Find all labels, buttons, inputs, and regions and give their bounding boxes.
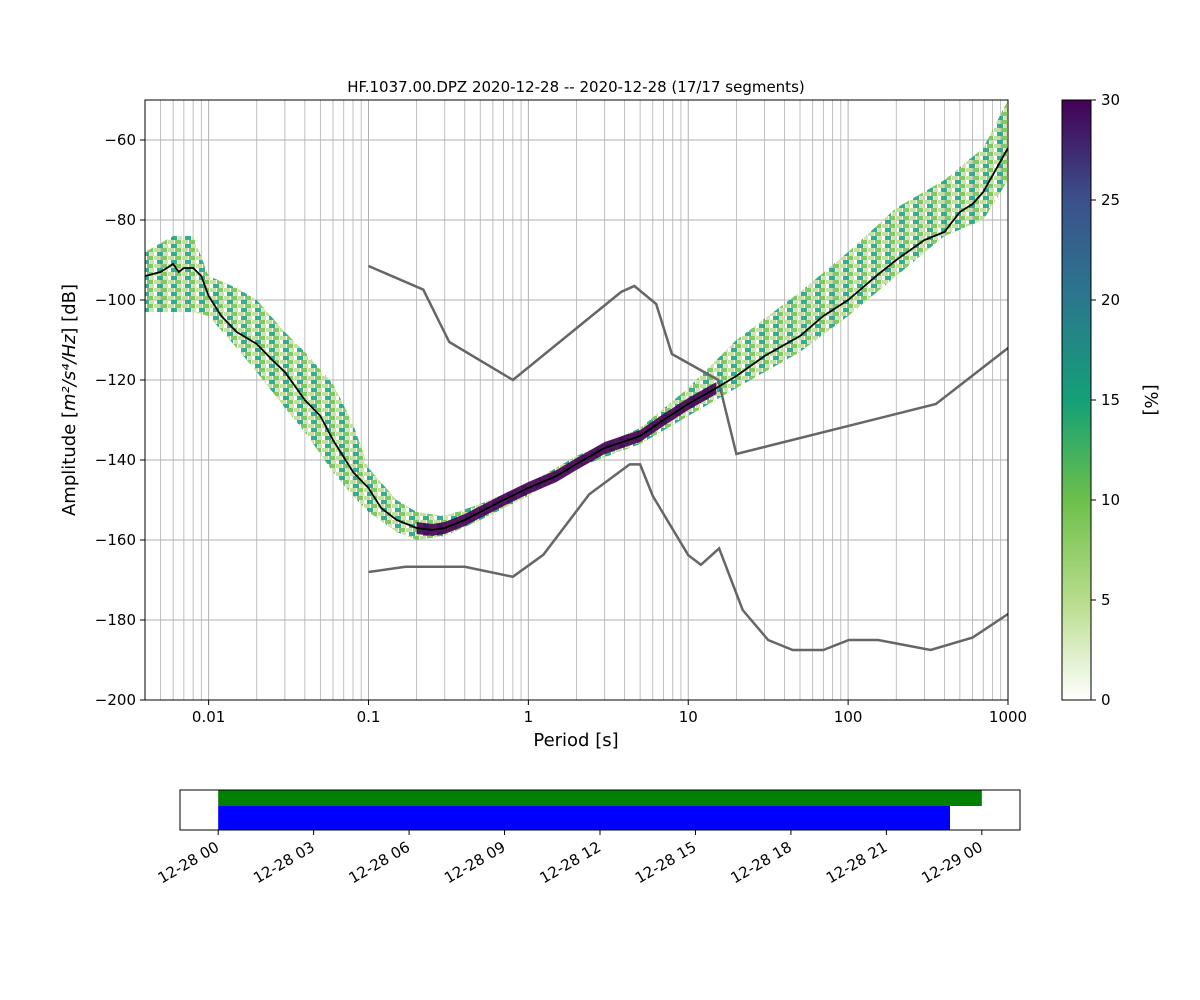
timeline-plot: 12-28 00 12-28 03 12-28 06 12-28 09 12-28 12… bbox=[155, 789, 1021, 887]
timeline-tick-label: 12-28 18 bbox=[727, 838, 794, 887]
x-tick-label: 100 bbox=[834, 708, 863, 726]
x-tick-label: 1 bbox=[524, 708, 534, 726]
mode-line bbox=[145, 147, 1008, 531]
grid bbox=[144, 100, 1009, 701]
colorbar-tick-label: 15 bbox=[1101, 391, 1120, 409]
colorbar-gradient bbox=[1062, 100, 1091, 700]
y-axis-label: Amplitude [m²/s⁴/Hz] [dB] bbox=[59, 284, 80, 516]
y-ticks: −200 −180 −160 −140 −120 −100 −80 −60 bbox=[95, 131, 145, 709]
x-tick-label: 0.01 bbox=[192, 708, 225, 726]
colorbar-label: [%] bbox=[1140, 384, 1161, 415]
x-tick-label: 0.1 bbox=[357, 708, 381, 726]
timeline-tick-label: 12-28 03 bbox=[250, 838, 317, 887]
colorbar-tick-label: 0 bbox=[1101, 691, 1111, 709]
y-axis-label-unit: m²/s⁴/Hz bbox=[59, 334, 80, 411]
psd-plot: 0.01 0.1 1 10 100 1000 −200 −180 −160 −140 −120 −1… bbox=[95, 99, 1027, 726]
y-tick-label: −140 bbox=[95, 451, 136, 469]
colorbar-tick-label: 10 bbox=[1101, 491, 1120, 509]
timeline-tick-label: 12-29 00 bbox=[918, 838, 985, 887]
colorbar-tick-label: 5 bbox=[1101, 591, 1111, 609]
timeline-bar-data bbox=[218, 790, 982, 806]
nlnm-line bbox=[368, 463, 1008, 652]
y-tick-label: −80 bbox=[104, 211, 136, 229]
x-tick-label: 1000 bbox=[989, 708, 1027, 726]
y-tick-label: −100 bbox=[95, 291, 136, 309]
colorbar-ticks: 0 5 10 15 20 25 30 bbox=[1091, 91, 1120, 709]
colorbar-tick-label: 20 bbox=[1101, 291, 1120, 309]
chart-title: HF.1037.00.DPZ 2020-12-28 -- 2020-12-28 … bbox=[347, 78, 805, 96]
colorbar-tick-label: 25 bbox=[1101, 191, 1120, 209]
y-tick-label: −200 bbox=[95, 691, 136, 709]
histogram-density bbox=[145, 100, 1008, 540]
timeline-tick-label: 12-28 12 bbox=[537, 838, 604, 887]
y-tick-label: −160 bbox=[95, 531, 136, 549]
y-axis-label-suffix: ] [dB] bbox=[59, 284, 80, 335]
nhnm-line bbox=[368, 264, 1008, 456]
x-ticks: 0.01 0.1 1 10 100 1000 bbox=[192, 700, 1027, 726]
y-tick-label: −120 bbox=[95, 371, 136, 389]
x-tick-label: 10 bbox=[679, 708, 698, 726]
lines bbox=[145, 147, 1008, 652]
timeline-tick-label: 12-28 21 bbox=[823, 838, 890, 887]
timeline-tick-label: 12-28 15 bbox=[632, 838, 699, 887]
histogram-band bbox=[145, 100, 1008, 540]
timeline-bars bbox=[218, 790, 982, 830]
timeline-tick-label: 12-28 09 bbox=[441, 838, 508, 887]
colorbar-tick-label: 30 bbox=[1101, 91, 1120, 109]
x-axis-label: Period [s] bbox=[533, 730, 618, 751]
plot-frame bbox=[144, 99, 1009, 701]
timeline-ticks: 12-28 00 12-28 03 12-28 06 12-28 09 12-28 12… bbox=[155, 830, 986, 887]
y-tick-label: −60 bbox=[104, 131, 136, 149]
y-tick-label: −180 bbox=[95, 611, 136, 629]
timeline-tick-label: 12-28 06 bbox=[346, 838, 413, 887]
timeline-bar-psd bbox=[218, 806, 950, 830]
colorbar: 0 5 10 15 20 25 30 [%] bbox=[1061, 91, 1161, 709]
y-axis-label-prefix: Amplitude [ bbox=[59, 411, 80, 516]
timeline-tick-label: 12-28 00 bbox=[155, 838, 222, 887]
